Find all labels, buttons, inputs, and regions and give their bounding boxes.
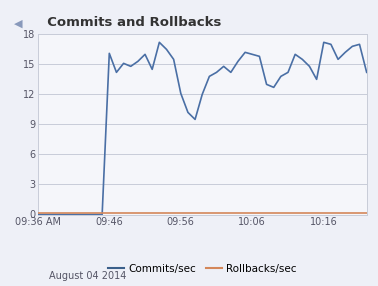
Text: ◀: ◀ bbox=[14, 19, 23, 29]
Text: August 04 2014: August 04 2014 bbox=[49, 271, 127, 281]
Legend: Commits/sec, Rollbacks/sec: Commits/sec, Rollbacks/sec bbox=[104, 259, 301, 278]
Text: Commits and Rollbacks: Commits and Rollbacks bbox=[38, 16, 221, 29]
